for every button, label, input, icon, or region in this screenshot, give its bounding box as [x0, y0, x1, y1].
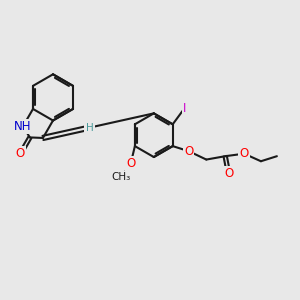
Text: O: O [239, 147, 249, 160]
Text: O: O [184, 145, 193, 158]
Text: O: O [16, 147, 25, 160]
Text: O: O [126, 157, 135, 170]
Text: H: H [85, 123, 93, 133]
Text: I: I [183, 102, 186, 115]
Text: NH: NH [14, 120, 32, 133]
Text: O: O [224, 167, 233, 180]
Text: CH₃: CH₃ [112, 172, 131, 182]
